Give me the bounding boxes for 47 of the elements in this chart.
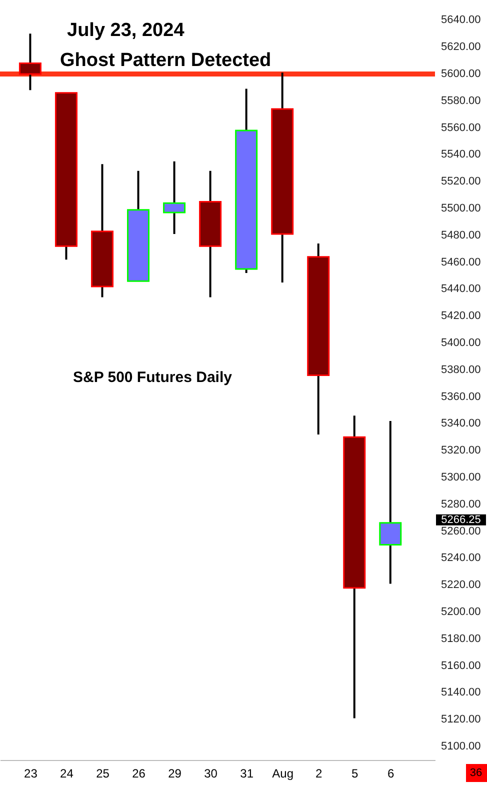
y-tick-label: 5320.00: [441, 444, 481, 457]
y-tick-label: 5100.00: [441, 740, 481, 753]
y-tick-label: 5280.00: [441, 498, 481, 510]
y-tick-label: 5220.00: [441, 579, 481, 592]
y-tick-label: 5120.00: [441, 714, 481, 726]
y-tick-label: 5240.00: [441, 552, 481, 564]
y-tick-label: 5600.00: [441, 68, 481, 80]
y-tick-label: 5260.00: [441, 525, 481, 538]
y-tick-label: 5520.00: [441, 176, 481, 188]
y-tick-label: 5420.00: [441, 310, 481, 322]
x-tick-label: 23: [24, 766, 38, 780]
y-tick-label: 5140.00: [441, 686, 481, 699]
y-tick-label: 5560.00: [441, 122, 481, 134]
candlestick: [163, 160, 186, 236]
x-tick-label: 24: [60, 766, 74, 780]
x-tick-label: 26: [132, 766, 146, 780]
y-tick-label: 5500.00: [441, 202, 481, 214]
x-tick-label: 6: [388, 766, 395, 780]
y-tick-label: 5620.00: [441, 41, 481, 54]
y-tick-label: 5360.00: [441, 390, 481, 403]
text: July 23, 2024: [67, 20, 185, 41]
x-tick-label: 25: [96, 766, 110, 780]
text: 36: [470, 767, 482, 779]
y-tick-label: 5160.00: [441, 660, 481, 672]
y-tick-label: 5180.00: [441, 632, 481, 645]
y-tick-label: 5440.00: [441, 283, 481, 296]
y-tick-label: 5540.00: [441, 148, 481, 161]
x-tick-label: 2: [316, 766, 323, 780]
x-tick-label: 30: [204, 766, 218, 780]
x-tick-label: 5: [352, 766, 359, 780]
text: 5266.25: [441, 514, 481, 526]
y-tick-label: 5200.00: [441, 606, 481, 618]
y-tick-label: 5340.00: [441, 418, 481, 430]
x-tick-label: Aug: [272, 766, 294, 780]
x-tick-label: 29: [168, 766, 182, 780]
y-tick-label: 5580.00: [441, 94, 481, 107]
y-tick-label: 5300.00: [441, 472, 481, 484]
y-tick-label: 5400.00: [441, 337, 481, 350]
text: Ghost Pattern Detected: [60, 50, 272, 71]
y-tick-label: 5460.00: [441, 256, 481, 268]
candlestick: [379, 420, 402, 585]
candlestick: [18, 32, 42, 92]
annotation: S&P 500 Futures Daily: [73, 369, 233, 386]
y-tick-label: 5480.00: [441, 229, 481, 242]
y-tick-label: 5380.00: [441, 364, 481, 376]
x-tick-label: 31: [240, 766, 254, 780]
y-tick-label: 5640.00: [441, 14, 481, 26]
